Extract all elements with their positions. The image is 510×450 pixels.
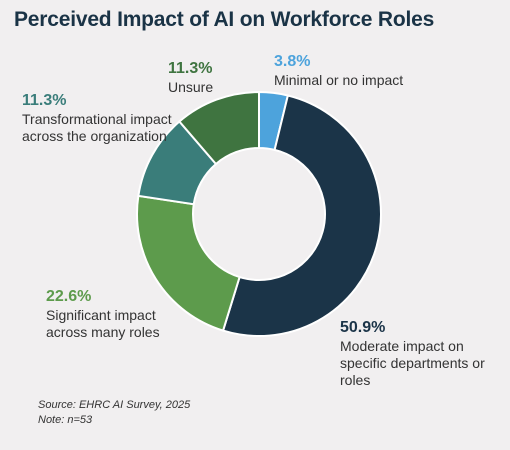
slice-unsure (178, 90, 260, 166)
category-label-minimal: Minimal or no impact (274, 72, 404, 88)
category-label-moderate: Moderate impact on specific departments … (340, 338, 485, 388)
chart-title: Perceived Impact of AI on Workforce Role… (14, 8, 435, 31)
category-label-transformational: Transformational impact across the organ… (22, 111, 172, 144)
label-unsure: 11.3% Unsure (168, 59, 213, 96)
slice-significant (136, 194, 241, 332)
value-label-minimal: 3.8% (274, 53, 311, 70)
value-label-transformational: 11.3% (22, 92, 67, 109)
category-label-significant: Significant impact across many roles (46, 307, 160, 340)
label-minimal: 3.8% Minimal or no impact (274, 52, 403, 89)
label-moderate: 50.9% Moderate impact on specific depart… (340, 318, 510, 389)
value-label-moderate: 50.9% (340, 319, 386, 336)
source-text: Source: EHRC AI Survey, 2025 (38, 399, 191, 411)
label-significant: 22.6% Significant impact across many rol… (46, 287, 176, 341)
value-label-significant: 22.6% (46, 288, 92, 305)
label-transformational: 11.3% Transformational impact across the… (22, 91, 187, 145)
value-label-unsure: 11.3% (168, 60, 213, 77)
sample-note: Note: n=53 (38, 414, 93, 426)
category-label-unsure: Unsure (168, 79, 214, 95)
slice-moderate (221, 94, 382, 337)
source-note: Source: EHRC AI Survey, 2025 Note: n=53 (38, 398, 190, 428)
